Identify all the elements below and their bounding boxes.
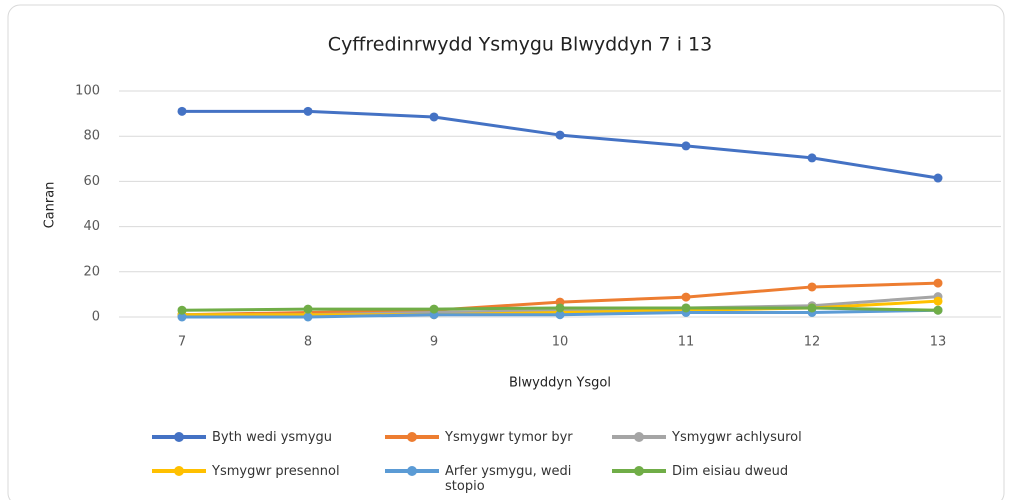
data-point <box>555 130 565 140</box>
y-tick-label: 60 <box>83 174 100 189</box>
x-tick-label: 7 <box>178 335 186 350</box>
legend-swatch <box>385 464 439 478</box>
legend-swatch <box>612 464 666 478</box>
data-point <box>681 303 691 313</box>
data-point <box>429 112 439 122</box>
x-tick-label: 11 <box>678 335 695 350</box>
data-point <box>807 153 817 163</box>
data-point <box>933 278 943 288</box>
data-point <box>177 305 187 315</box>
x-tick-label: 10 <box>552 335 569 350</box>
data-point <box>681 292 691 302</box>
legend-label: Ysmygwr tymor byr <box>445 430 573 445</box>
legend-swatch <box>612 430 666 444</box>
y-tick-label: 0 <box>92 310 100 325</box>
legend-item: Ysmygwr achlysurol <box>612 430 802 445</box>
data-point <box>303 106 313 116</box>
legend-swatch <box>152 430 206 444</box>
y-tick-label: 100 <box>75 84 100 99</box>
legend-swatch <box>385 430 439 444</box>
legend-swatch <box>152 464 206 478</box>
data-point <box>303 304 313 314</box>
x-tick-label: 8 <box>304 335 312 350</box>
y-tick-label: 80 <box>83 129 100 144</box>
data-point <box>555 303 565 313</box>
data-point <box>933 296 943 306</box>
data-point <box>807 282 817 292</box>
legend-label: Arfer ysmygu, wedi stopio <box>445 464 572 494</box>
y-tick-label: 40 <box>83 219 100 234</box>
x-axis-label: Blwyddyn Ysgol <box>509 376 611 391</box>
legend-label: Ysmygwr presennol <box>212 464 340 479</box>
legend-label: Dim eisiau dweud <box>672 464 789 479</box>
data-point <box>429 304 439 314</box>
legend-label: Ysmygwr achlysurol <box>672 430 802 445</box>
data-point <box>303 312 313 322</box>
x-tick-label: 13 <box>930 335 947 350</box>
y-axis-label: Canran <box>43 182 58 229</box>
legend-label: Byth wedi ysmygu <box>212 430 333 445</box>
legend-item: Ysmygwr presennol <box>152 464 342 479</box>
chart-frame <box>7 4 1005 500</box>
data-point <box>177 106 187 116</box>
legend-item: Arfer ysmygu, wedi stopio <box>385 464 575 494</box>
x-tick-label: 12 <box>804 335 821 350</box>
chart-title: Cyffredinrwydd Ysmygu Blwyddyn 7 i 13 <box>328 34 712 56</box>
legend-item: Byth wedi ysmygu <box>152 430 342 445</box>
data-point <box>177 312 187 322</box>
data-point <box>933 305 943 315</box>
legend-item: Dim eisiau dweud <box>612 464 802 479</box>
y-tick-label: 20 <box>83 264 100 279</box>
data-point <box>681 141 691 151</box>
legend-item: Ysmygwr tymor byr <box>385 430 575 445</box>
data-point <box>933 173 943 183</box>
data-point <box>555 310 565 320</box>
x-tick-label: 9 <box>430 335 438 350</box>
data-point <box>807 303 817 313</box>
